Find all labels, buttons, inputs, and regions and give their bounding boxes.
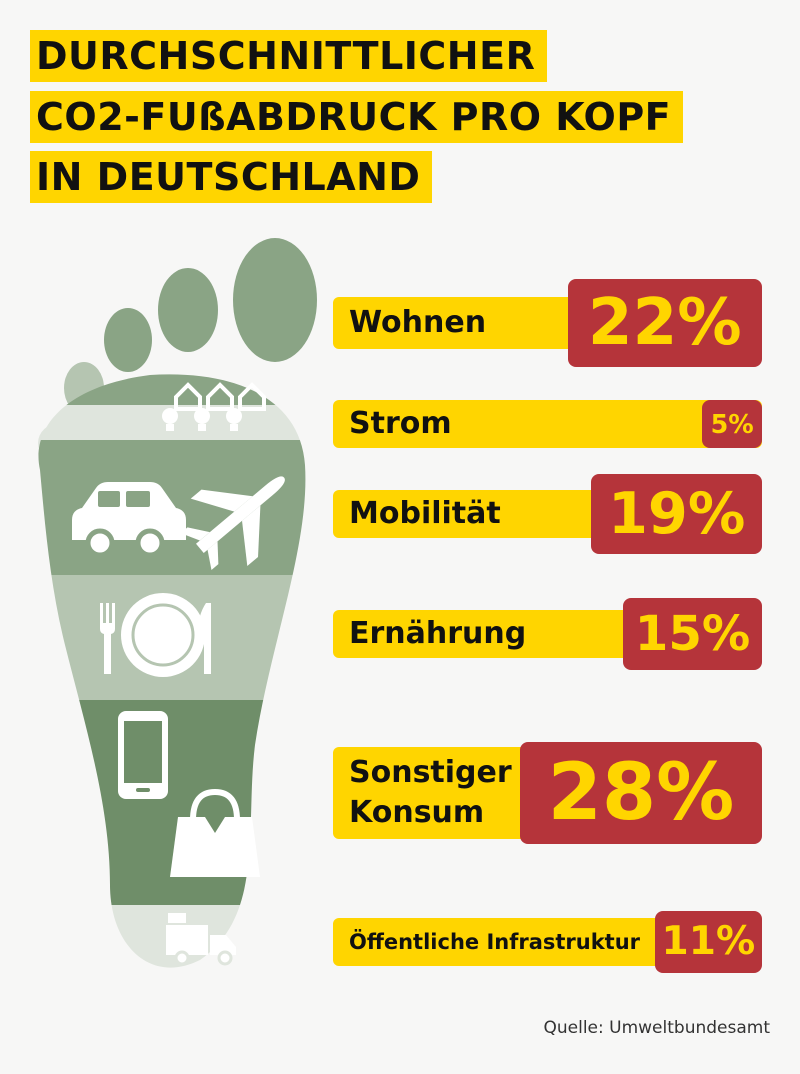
category-label: Mobilität <box>349 490 501 538</box>
plate-icon <box>121 593 205 677</box>
toe-3 <box>104 308 152 372</box>
category-label-line: Mobilität <box>349 496 501 531</box>
big-toe <box>233 238 317 362</box>
category-label-line: Wohnen <box>349 305 487 340</box>
value-box: 5% <box>702 400 762 448</box>
value-box: 15% <box>623 598 762 670</box>
category-label-line: Öffentliche Infrastruktur <box>349 930 641 954</box>
category-label: Sonstiger Konsum <box>349 753 512 833</box>
title-line-3: IN DEUTSCHLAND <box>30 151 433 203</box>
lightbulb-icon <box>162 408 242 431</box>
value-box: 22% <box>567 279 762 367</box>
category-label: Wohnen <box>349 297 486 349</box>
category-label: Ernährung <box>349 610 526 658</box>
car-icon <box>72 482 186 558</box>
value-box: 11% <box>654 911 762 973</box>
airplane-icon <box>180 476 285 570</box>
house-icon <box>174 382 266 411</box>
category-bar: Strom <box>333 400 762 448</box>
category-label: Strom <box>349 400 452 448</box>
value-box: 28% <box>520 742 762 844</box>
footprint-illustration <box>38 238 317 968</box>
category-label-line: Sonstiger <box>349 755 512 790</box>
shopping-bag-icon <box>170 788 260 877</box>
title-line-2: CO2-FUßABDRUCK PRO KOPF <box>30 91 684 143</box>
smartphone-icon <box>118 711 168 799</box>
source-text: Quelle: Umweltbundesamt <box>543 1018 771 1038</box>
category-label-line: Strom <box>349 406 452 441</box>
fork-icon <box>100 603 115 674</box>
category-label-line: Ernährung <box>349 616 527 651</box>
category-label-line: Konsum <box>349 795 485 830</box>
truck-icon <box>166 913 236 966</box>
knife-icon <box>197 603 211 674</box>
title-line-1: DURCHSCHNITTLICHER <box>30 30 548 82</box>
category-label: Öffentliche Infrastruktur <box>349 918 640 966</box>
value-box: 19% <box>591 473 762 555</box>
toe-2 <box>158 268 218 352</box>
